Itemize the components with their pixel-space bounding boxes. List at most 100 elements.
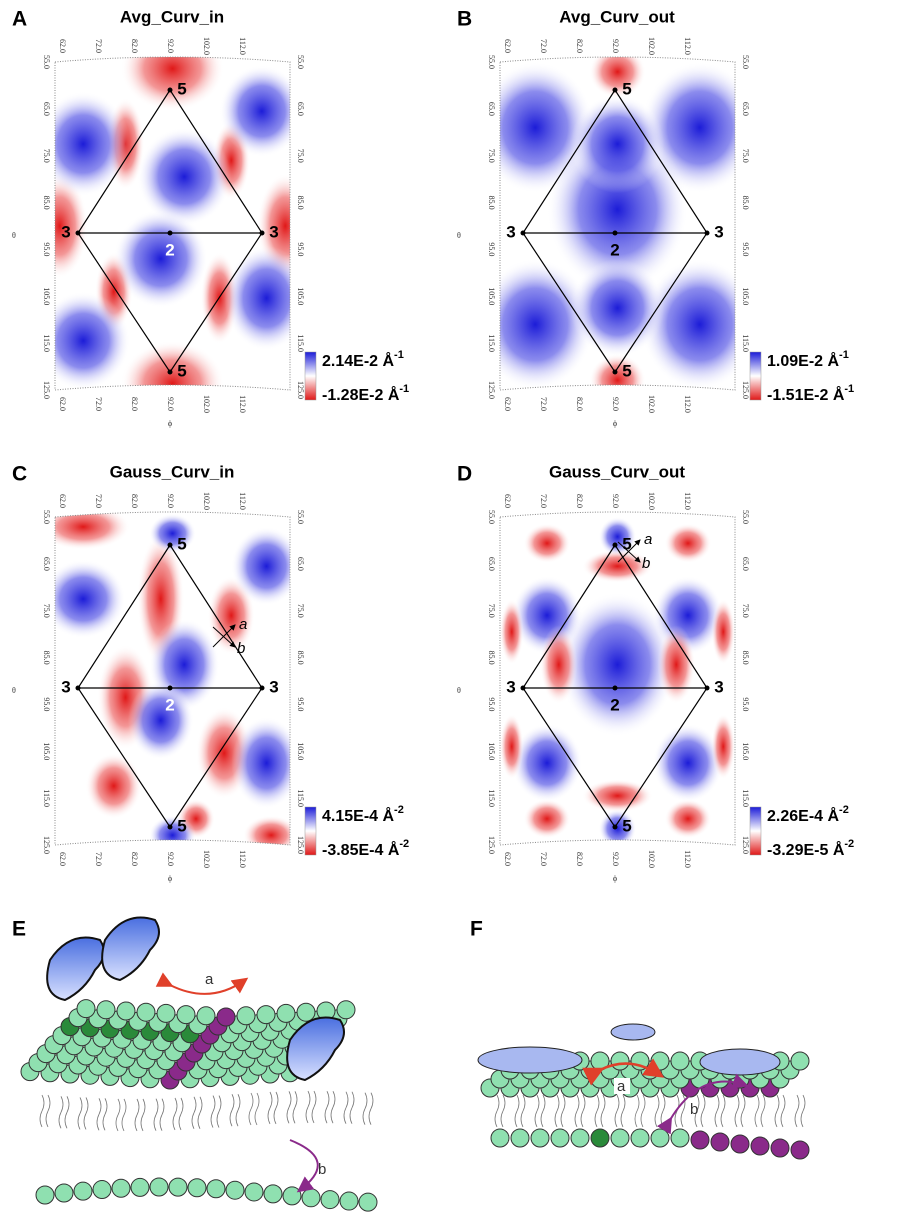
lipid-tail <box>287 1091 297 1123</box>
phi-label: ϕ <box>613 874 617 883</box>
theta-tick-label: 95.0 <box>487 697 496 711</box>
phi-tick-label: 72.0 <box>539 852 548 866</box>
phi-tick-label: 72.0 <box>539 39 548 53</box>
lipid-head <box>93 1181 111 1199</box>
vertex-dot <box>76 686 81 691</box>
lipid-head <box>277 1004 295 1022</box>
lipid-head <box>691 1131 709 1149</box>
lipid-tail <box>173 1098 183 1130</box>
lipid-head <box>150 1178 168 1196</box>
lipid-head <box>791 1141 809 1159</box>
vertex-label: 3 <box>506 677 515 696</box>
theta-tick-label: 85.0 <box>296 196 305 210</box>
theta-tick-label: 55.0 <box>42 510 51 524</box>
theta-tick-label: 55.0 <box>487 55 496 69</box>
heat-blob <box>712 599 736 665</box>
vertex-label: 2 <box>165 695 174 714</box>
vertex-dot <box>705 686 710 691</box>
phi-tick-label: 62.0 <box>58 397 67 411</box>
phi-tick-label: 92.0 <box>166 397 175 411</box>
lipid-tail <box>154 1099 164 1131</box>
lipid-tail <box>715 1095 725 1127</box>
colorbar-min-exp: -1 <box>399 383 409 395</box>
panel: AAvg_Curv_in55.055.065.065.075.075.085.0… <box>12 7 409 427</box>
phi-tick-label: 102.0 <box>202 37 211 55</box>
phi-tick-label: 72.0 <box>94 494 103 508</box>
heat-blob <box>114 210 208 308</box>
theta-tick-label: 105.0 <box>42 287 51 305</box>
phi-tick-label: 82.0 <box>575 852 584 866</box>
annotation: b <box>642 555 650 572</box>
lipid-head <box>771 1139 789 1157</box>
theta-tick-label: 105.0 <box>741 742 750 760</box>
illustration: Eab <box>12 918 377 1212</box>
theta-tick-label: 55.0 <box>487 510 496 524</box>
theta-tick-label: 95.0 <box>296 697 305 711</box>
protein <box>700 1049 780 1075</box>
lipid-tail <box>230 1094 240 1126</box>
lipid-head <box>177 1006 195 1024</box>
heat-blob <box>128 681 194 760</box>
theta-tick-label: 125.0 <box>741 381 750 399</box>
heatmap <box>36 504 302 855</box>
annotation: a <box>205 971 214 988</box>
heat-blob <box>500 599 524 665</box>
heat-blob <box>665 524 712 563</box>
protein <box>102 918 159 981</box>
lipid-head <box>169 1178 187 1196</box>
vertex-dot <box>613 88 618 93</box>
phi-label: ϕ <box>168 874 172 883</box>
theta-tick-label: 115.0 <box>296 334 305 352</box>
colorbar-min-exp: -2 <box>399 838 409 850</box>
vertex-label: 2 <box>610 695 619 714</box>
phi-tick-label: 92.0 <box>166 494 175 508</box>
lipid-head <box>551 1129 569 1147</box>
theta-tick-label: 125.0 <box>741 836 750 854</box>
lipid-head <box>751 1137 769 1155</box>
phi-tick-label: 82.0 <box>130 494 139 508</box>
phi-tick-label: 92.0 <box>611 397 620 411</box>
vertex-dot <box>613 543 618 548</box>
vertex-dot <box>76 231 81 236</box>
phi-tick-label: 92.0 <box>611 852 620 866</box>
heat-blob <box>231 717 302 809</box>
heat-blob <box>219 65 304 157</box>
heat-blob <box>86 753 142 819</box>
phi-tick-label: 62.0 <box>503 397 512 411</box>
lipid-head <box>217 1008 235 1026</box>
vertex-label: 3 <box>269 222 278 241</box>
phi-tick-label: 112.0 <box>238 395 247 413</box>
phi-tick-label: 112.0 <box>238 492 247 510</box>
theta-tick-label: 105.0 <box>296 287 305 305</box>
theta-tick-label: 85.0 <box>42 196 51 210</box>
phi-tick-label: 102.0 <box>202 395 211 413</box>
lipid-tail <box>40 1095 50 1127</box>
lipid-tail <box>555 1095 565 1127</box>
heatmap <box>500 505 735 855</box>
vertex-dot <box>168 543 173 548</box>
lipid-head <box>157 1004 175 1022</box>
theta-tick-label: 75.0 <box>296 604 305 618</box>
heat-blob <box>582 779 653 812</box>
theta-label: θ <box>457 686 461 695</box>
vertex-label: 3 <box>61 677 70 696</box>
vertex-label: 5 <box>622 816 631 835</box>
colorbar-max-exp: -2 <box>394 804 404 816</box>
theta-tick-label: 55.0 <box>296 55 305 69</box>
protein <box>47 938 104 1001</box>
lipid-head <box>337 1001 355 1019</box>
phi-tick-label: 82.0 <box>130 397 139 411</box>
theta-tick-label: 105.0 <box>296 742 305 760</box>
colorbar-min: -1.51E-2 Å-1 <box>767 383 854 404</box>
lipid-head <box>791 1052 809 1070</box>
theta-tick-label: 65.0 <box>296 102 305 116</box>
lipid-tail <box>495 1095 505 1127</box>
vertex-dot <box>613 231 618 236</box>
lipid-tail <box>59 1096 69 1128</box>
theta-tick-label: 75.0 <box>42 604 51 618</box>
heat-blob <box>524 799 571 838</box>
phi-tick-label: 112.0 <box>683 395 692 413</box>
lipid-tail <box>363 1093 373 1125</box>
theta-tick-label: 125.0 <box>487 836 496 854</box>
vertex-label: 3 <box>506 222 515 241</box>
